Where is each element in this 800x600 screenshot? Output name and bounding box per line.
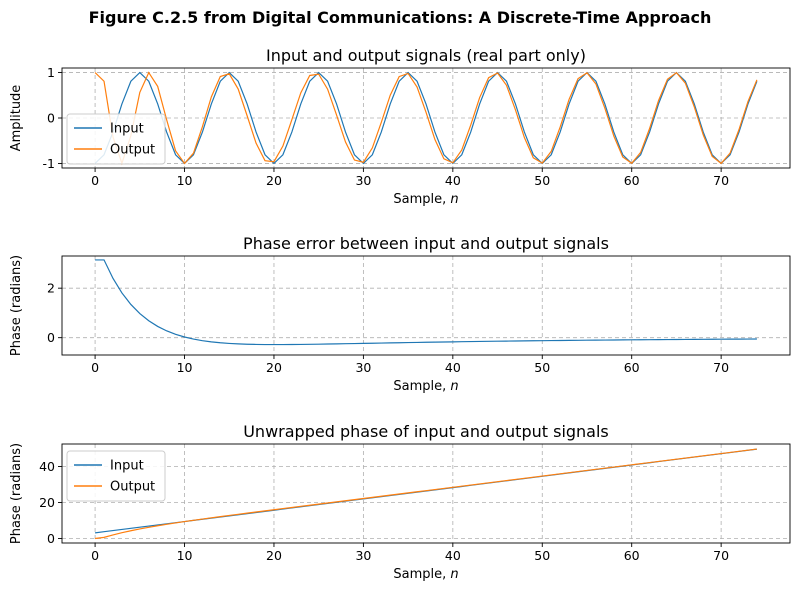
x-axis-label: Sample, n: [393, 192, 458, 207]
series-line-input: [94, 71, 758, 165]
legend-label-output: Output: [110, 143, 155, 158]
x-tick-label: 40: [445, 173, 461, 188]
x-tick-label: 50: [534, 548, 550, 563]
subplot-title: Input and output signals (real part only…: [266, 46, 586, 65]
subplot-1: 0 10 20 30 40 50 60 70 -1 0 1 Input and output sign…: [9, 46, 791, 207]
x-tick-label: 0: [91, 173, 99, 188]
x-tick-label: 20: [266, 360, 282, 375]
legend: Input Output: [66, 113, 166, 165]
x-axis-label: Sample, n: [393, 567, 458, 582]
x-tick-label: 20: [266, 548, 282, 563]
legend-label-output: Output: [110, 480, 155, 495]
x-tick-label: 10: [177, 173, 193, 188]
legend: Input Output: [66, 450, 166, 502]
x-axis-label: Sample, n: [393, 379, 458, 394]
y-tick-label: 1: [47, 65, 55, 80]
y-tick-label: 2: [47, 281, 55, 296]
legend-label-input: Input: [110, 459, 144, 474]
x-tick-label: 40: [445, 548, 461, 563]
series-line-phase-error: [95, 259, 757, 346]
y-tick-label: 0: [47, 111, 55, 126]
legend-box: [66, 450, 166, 502]
x-tick-label: 60: [624, 360, 640, 375]
y-tick-label: 20: [39, 495, 55, 510]
x-tick-label: 70: [713, 360, 729, 375]
x-tick-label: 0: [91, 360, 99, 375]
x-tick-label: 70: [713, 548, 729, 563]
axes-frame: [61, 255, 791, 356]
x-tick-label: 30: [355, 173, 371, 188]
x-tick-label: 50: [534, 173, 550, 188]
x-tick-label: 60: [624, 548, 640, 563]
y-tick-label: 0: [47, 330, 55, 345]
subplot-title: Unwrapped phase of input and output sign…: [243, 422, 609, 441]
axes-frame: [61, 443, 791, 544]
subplot-title: Phase error between input and output sig…: [243, 234, 609, 253]
x-tick-label: 0: [91, 548, 99, 563]
series-line-output: [94, 71, 758, 166]
figure-suptitle: Figure C.2.5 from Digital Communications…: [88, 8, 712, 27]
x-tick-label: 60: [624, 173, 640, 188]
series-line-output: [95, 448, 757, 540]
legend-label-input: Input: [110, 122, 144, 137]
legend-box: [66, 113, 166, 165]
y-tick-label: 40: [39, 459, 55, 474]
x-tick-label: 70: [713, 173, 729, 188]
y-tick-label: -1: [43, 156, 55, 171]
subplot-3: 0 10 20 30 40 50 60 70 0 20 40 Unwrapped phase of i…: [9, 422, 791, 582]
y-tick-label: 0: [47, 531, 55, 546]
y-axis-label: Phase (radians): [9, 443, 24, 544]
x-tick-label: 50: [534, 360, 550, 375]
x-tick-label: 30: [355, 360, 371, 375]
x-tick-label: 40: [445, 360, 461, 375]
x-tick-label: 30: [355, 548, 371, 563]
x-tick-label: 20: [266, 173, 282, 188]
y-axis-label: Phase (radians): [9, 255, 24, 356]
y-axis-label: Amplitude: [9, 85, 24, 152]
x-tick-label: 10: [177, 360, 193, 375]
x-tick-label: 10: [177, 548, 193, 563]
subplot-2: 0 10 20 30 40 50 60 70 0 2 Phase error between inp…: [9, 234, 791, 394]
